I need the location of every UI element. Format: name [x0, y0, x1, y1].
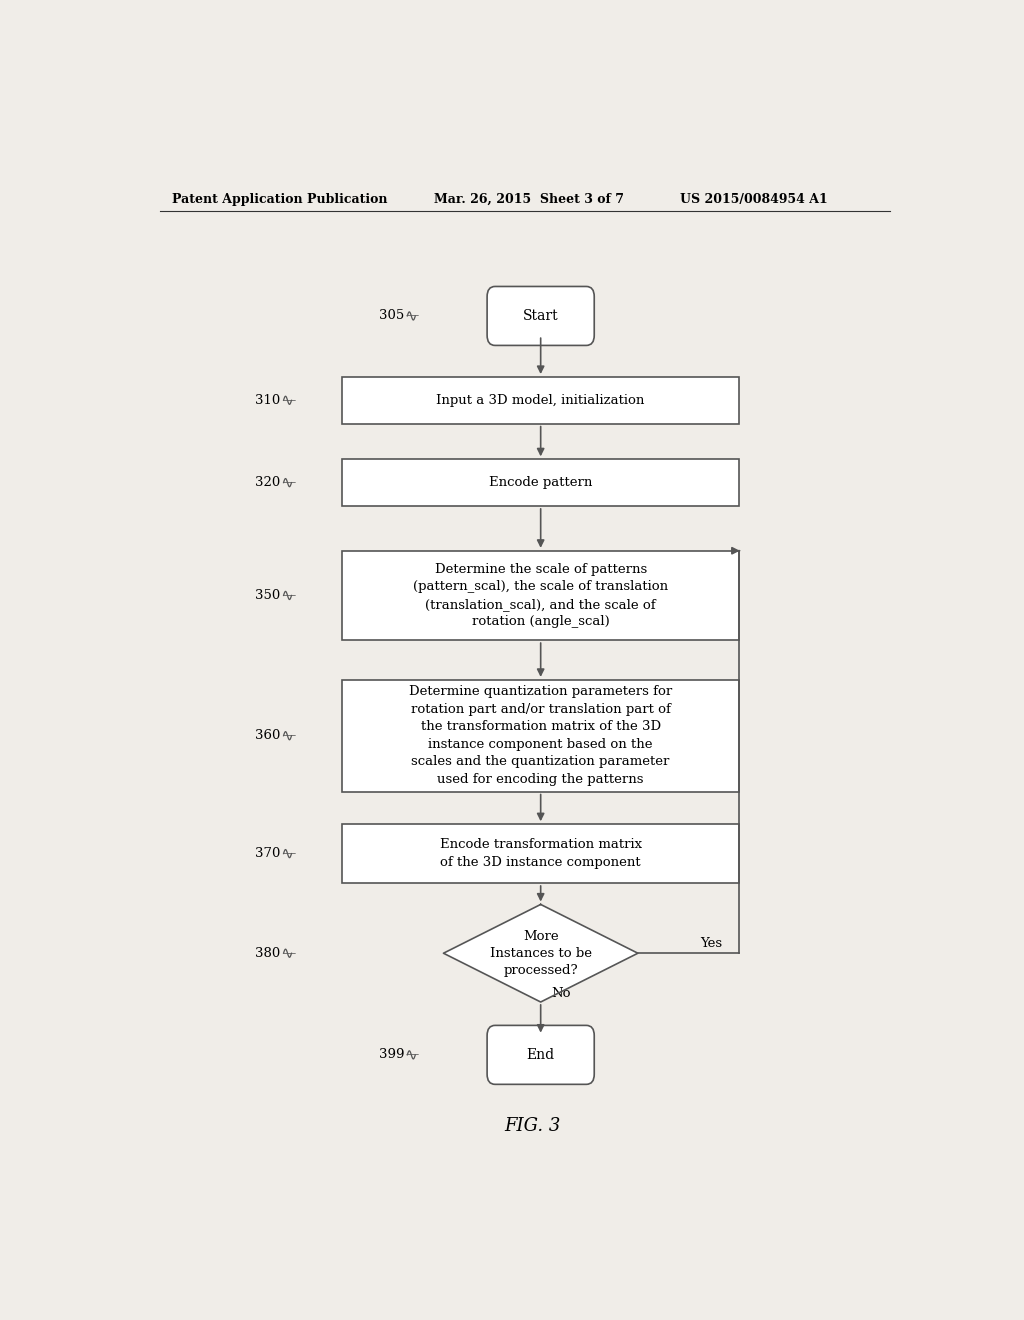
Text: FIG. 3: FIG. 3 — [505, 1117, 561, 1135]
Text: 320: 320 — [255, 477, 281, 490]
Text: —: — — [282, 946, 295, 960]
FancyBboxPatch shape — [487, 1026, 594, 1084]
Text: —: — — [282, 847, 295, 861]
Bar — [342, 459, 739, 506]
Text: Mar. 26, 2015  Sheet 3 of 7: Mar. 26, 2015 Sheet 3 of 7 — [433, 193, 624, 206]
Text: 399: 399 — [379, 1048, 404, 1061]
Text: Determine quantization parameters for
rotation part and/or translation part of
t: Determine quantization parameters for ro… — [409, 685, 673, 785]
Text: —: — — [282, 729, 295, 742]
Text: US 2015/0084954 A1: US 2015/0084954 A1 — [680, 193, 827, 206]
Text: Start: Start — [523, 309, 558, 323]
Text: 370: 370 — [255, 847, 281, 861]
Text: 360: 360 — [255, 729, 281, 742]
Text: End: End — [526, 1048, 555, 1061]
Bar — [342, 378, 739, 424]
Text: Yes: Yes — [700, 937, 722, 949]
Text: —: — — [282, 477, 295, 490]
Text: —: — — [406, 309, 419, 322]
Text: —: — — [406, 1048, 419, 1061]
Text: —: — — [282, 589, 295, 602]
Text: 350: 350 — [255, 589, 281, 602]
Text: More
Instances to be
processed?: More Instances to be processed? — [489, 929, 592, 977]
Text: Input a 3D model, initialization: Input a 3D model, initialization — [436, 393, 645, 407]
Text: —: — — [282, 393, 295, 407]
Text: 380: 380 — [255, 946, 281, 960]
Bar — [342, 550, 739, 640]
Text: Determine the scale of patterns
(pattern_scal), the scale of translation
(transl: Determine the scale of patterns (pattern… — [413, 562, 669, 628]
Bar — [342, 680, 739, 792]
Text: 310: 310 — [255, 393, 281, 407]
FancyBboxPatch shape — [487, 286, 594, 346]
Polygon shape — [443, 904, 638, 1002]
Text: Patent Application Publication: Patent Application Publication — [172, 193, 387, 206]
Text: Encode pattern: Encode pattern — [489, 477, 592, 490]
Text: No: No — [552, 987, 571, 1001]
Bar — [342, 824, 739, 883]
Text: 305: 305 — [379, 309, 404, 322]
Text: Encode transformation matrix
of the 3D instance component: Encode transformation matrix of the 3D i… — [439, 838, 642, 869]
